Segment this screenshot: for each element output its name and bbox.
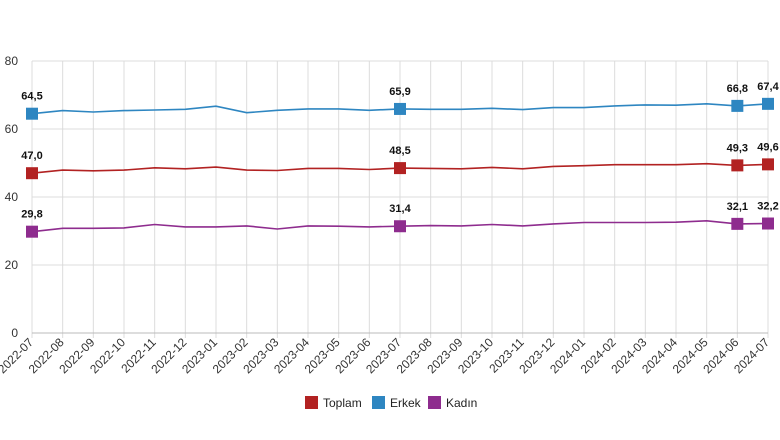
data-label-toplam: 47,0 xyxy=(21,150,42,162)
data-label-kad-n: 32,2 xyxy=(757,201,778,213)
point-marker-kad-n xyxy=(26,225,38,238)
data-label-erkek: 64,5 xyxy=(21,91,42,103)
data-label-toplam: 49,6 xyxy=(757,141,778,153)
point-marker-erkek xyxy=(731,99,744,112)
series-markers xyxy=(26,97,774,238)
y-axis: 0 20 40 60 80 xyxy=(5,54,19,340)
legend-label-toplam: Toplam xyxy=(323,396,362,410)
y-tick-label: 20 xyxy=(5,258,19,272)
legend-label-erkek: Erkek xyxy=(390,396,422,410)
point-marker-erkek xyxy=(762,97,774,110)
grid xyxy=(31,60,769,338)
y-tick-label: 0 xyxy=(11,326,18,340)
legend: Toplam Erkek Kadın xyxy=(305,396,477,410)
y-tick-label: 60 xyxy=(5,122,19,136)
legend-label-kad-n: Kadın xyxy=(446,396,477,410)
data-label-toplam: 48,5 xyxy=(389,145,410,157)
x-axis: 2022-072022-082022-092022-102022-112022-… xyxy=(0,332,772,376)
data-label-kad-n: 32,1 xyxy=(727,201,748,213)
data-labels: 47,0 48,5 49,3 49,6 64,5 65,9 66,8 67,4 29,8 31,4… xyxy=(21,81,779,221)
data-label-erkek: 66,8 xyxy=(727,83,748,95)
legend-swatch-kad-n xyxy=(428,396,441,409)
point-marker-erkek xyxy=(394,102,406,115)
data-label-erkek: 65,9 xyxy=(389,86,410,98)
point-marker-kad-n xyxy=(731,217,744,230)
y-tick-label: 40 xyxy=(5,190,19,204)
data-label-erkek: 67,4 xyxy=(757,81,779,93)
point-marker-toplam xyxy=(26,167,38,180)
point-marker-toplam xyxy=(731,159,744,172)
data-label-kad-n: 29,8 xyxy=(21,209,42,221)
point-marker-erkek xyxy=(26,107,38,120)
y-tick-label: 80 xyxy=(5,54,19,68)
data-label-toplam: 49,3 xyxy=(727,142,748,154)
point-marker-kad-n xyxy=(762,217,774,230)
data-label-kad-n: 31,4 xyxy=(389,203,411,215)
point-marker-kad-n xyxy=(394,220,406,233)
point-marker-toplam xyxy=(394,162,406,175)
legend-swatch-toplam xyxy=(305,396,318,409)
point-marker-toplam xyxy=(762,158,774,171)
legend-swatch-erkek xyxy=(372,396,385,409)
